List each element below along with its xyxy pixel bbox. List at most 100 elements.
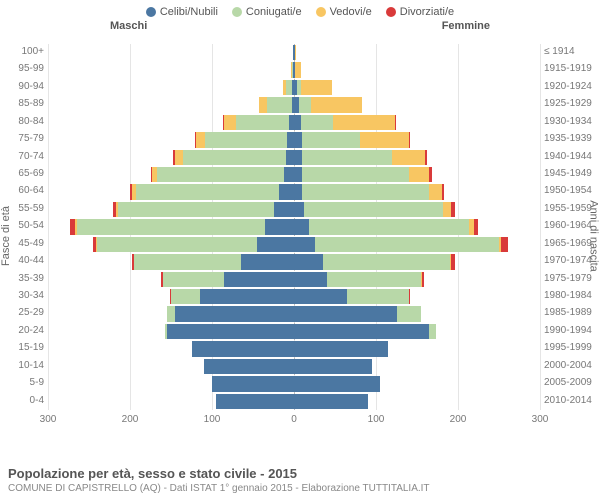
pyramid-row: 15-191995-1999 — [0, 340, 600, 357]
bar-container — [48, 376, 540, 391]
birth-year-label: 1925-1929 — [544, 98, 600, 109]
segment — [294, 237, 315, 252]
segment — [157, 167, 284, 182]
age-label: 100+ — [0, 46, 44, 57]
segment — [224, 115, 236, 130]
segment — [212, 376, 294, 391]
population-pyramid: Fasce di età Anni di nascita 100+≤ 19149… — [0, 38, 600, 434]
male-bar — [48, 150, 294, 165]
bar-container — [48, 254, 540, 269]
bar-container — [48, 150, 540, 165]
legend-label: Vedovi/e — [330, 6, 372, 18]
age-label: 65-69 — [0, 168, 44, 179]
pyramid-row: 5-92005-2009 — [0, 375, 600, 392]
bar-container — [48, 45, 540, 60]
segment — [163, 272, 225, 287]
segment — [299, 97, 311, 112]
age-label: 45-49 — [0, 238, 44, 249]
female-bar — [294, 289, 540, 304]
male-bar — [48, 97, 294, 112]
female-bar — [294, 45, 540, 60]
x-tick-label: 200 — [450, 414, 467, 425]
pyramid-row: 20-241990-1994 — [0, 323, 600, 340]
birth-year-label: 1940-1944 — [544, 151, 600, 162]
segment — [429, 167, 431, 182]
legend-label: Coniugati/e — [246, 6, 302, 18]
birth-year-label: 1965-1969 — [544, 238, 600, 249]
female-bar — [294, 80, 540, 95]
segment — [183, 150, 286, 165]
female-bar — [294, 359, 540, 374]
segment — [360, 132, 409, 147]
male-bar — [48, 359, 294, 374]
age-label: 35-39 — [0, 273, 44, 284]
segment — [294, 167, 302, 182]
legend-swatch — [316, 7, 326, 17]
legend-item: Divorziati/e — [386, 6, 454, 18]
pyramid-row: 35-39 1975-1979 — [0, 271, 600, 288]
birth-year-label: 1915-1919 — [544, 63, 600, 74]
pyramid-row: 100+ ≤ 1914 — [0, 44, 600, 61]
segment — [294, 289, 347, 304]
pyramid-row: 90-941920-1924 — [0, 79, 600, 96]
pyramid-row: 30-341980-1984 — [0, 288, 600, 305]
birth-year-label: 1985-1989 — [544, 307, 600, 318]
segment — [295, 45, 296, 60]
age-label: 25-29 — [0, 307, 44, 318]
segment — [196, 132, 206, 147]
female-bar — [294, 150, 540, 165]
male-bar — [48, 202, 294, 217]
chart-footer: Popolazione per età, sesso e stato civil… — [8, 466, 430, 494]
legend: Celibi/NubiliConiugati/eVedovi/eDivorzia… — [0, 0, 600, 20]
birth-year-label: 2010-2014 — [544, 395, 600, 406]
segment — [395, 115, 396, 130]
male-bar — [48, 184, 294, 199]
segment — [425, 150, 427, 165]
segment — [134, 254, 241, 269]
male-bar — [48, 132, 294, 147]
legend-swatch — [146, 7, 156, 17]
age-label: 85-89 — [0, 98, 44, 109]
segment — [294, 359, 372, 374]
male-bar — [48, 306, 294, 321]
birth-year-label: ≤ 1914 — [544, 46, 600, 57]
bar-container — [48, 289, 540, 304]
pyramid-row: 0-42010-2014 — [0, 393, 600, 410]
female-bar — [294, 202, 540, 217]
bar-container — [48, 115, 540, 130]
segment — [294, 202, 304, 217]
birth-year-label: 1975-1979 — [544, 273, 600, 284]
bar-container — [48, 306, 540, 321]
birth-year-label: 1990-1994 — [544, 325, 600, 336]
female-bar — [294, 62, 540, 77]
x-tick-label: 100 — [368, 414, 385, 425]
segment — [294, 394, 368, 409]
segment — [294, 184, 302, 199]
female-bar — [294, 254, 540, 269]
female-bar — [294, 306, 540, 321]
segment — [302, 132, 359, 147]
pyramid-row: 80-841930-1934 — [0, 114, 600, 131]
legend-swatch — [386, 7, 396, 17]
chart-subtitle: COMUNE DI CAPISTRELLO (AQ) - Dati ISTAT … — [8, 483, 430, 494]
birth-year-label: 1970-1974 — [544, 255, 600, 266]
birth-year-label: 1960-1964 — [544, 220, 600, 231]
segment — [205, 132, 287, 147]
age-label: 5-9 — [0, 377, 44, 388]
segment — [294, 219, 309, 234]
segment — [97, 237, 257, 252]
segment — [267, 97, 292, 112]
chart-title: Popolazione per età, sesso e stato civil… — [8, 466, 430, 481]
segment — [443, 202, 451, 217]
male-bar — [48, 219, 294, 234]
bar-container — [48, 132, 540, 147]
segment — [294, 376, 380, 391]
bar-container — [48, 272, 540, 287]
segment — [294, 150, 302, 165]
segment — [236, 115, 289, 130]
birth-year-label: 1945-1949 — [544, 168, 600, 179]
legend-label: Divorziati/e — [400, 6, 454, 18]
segment — [347, 289, 409, 304]
segment — [175, 306, 294, 321]
birth-year-label: 1950-1954 — [544, 185, 600, 196]
